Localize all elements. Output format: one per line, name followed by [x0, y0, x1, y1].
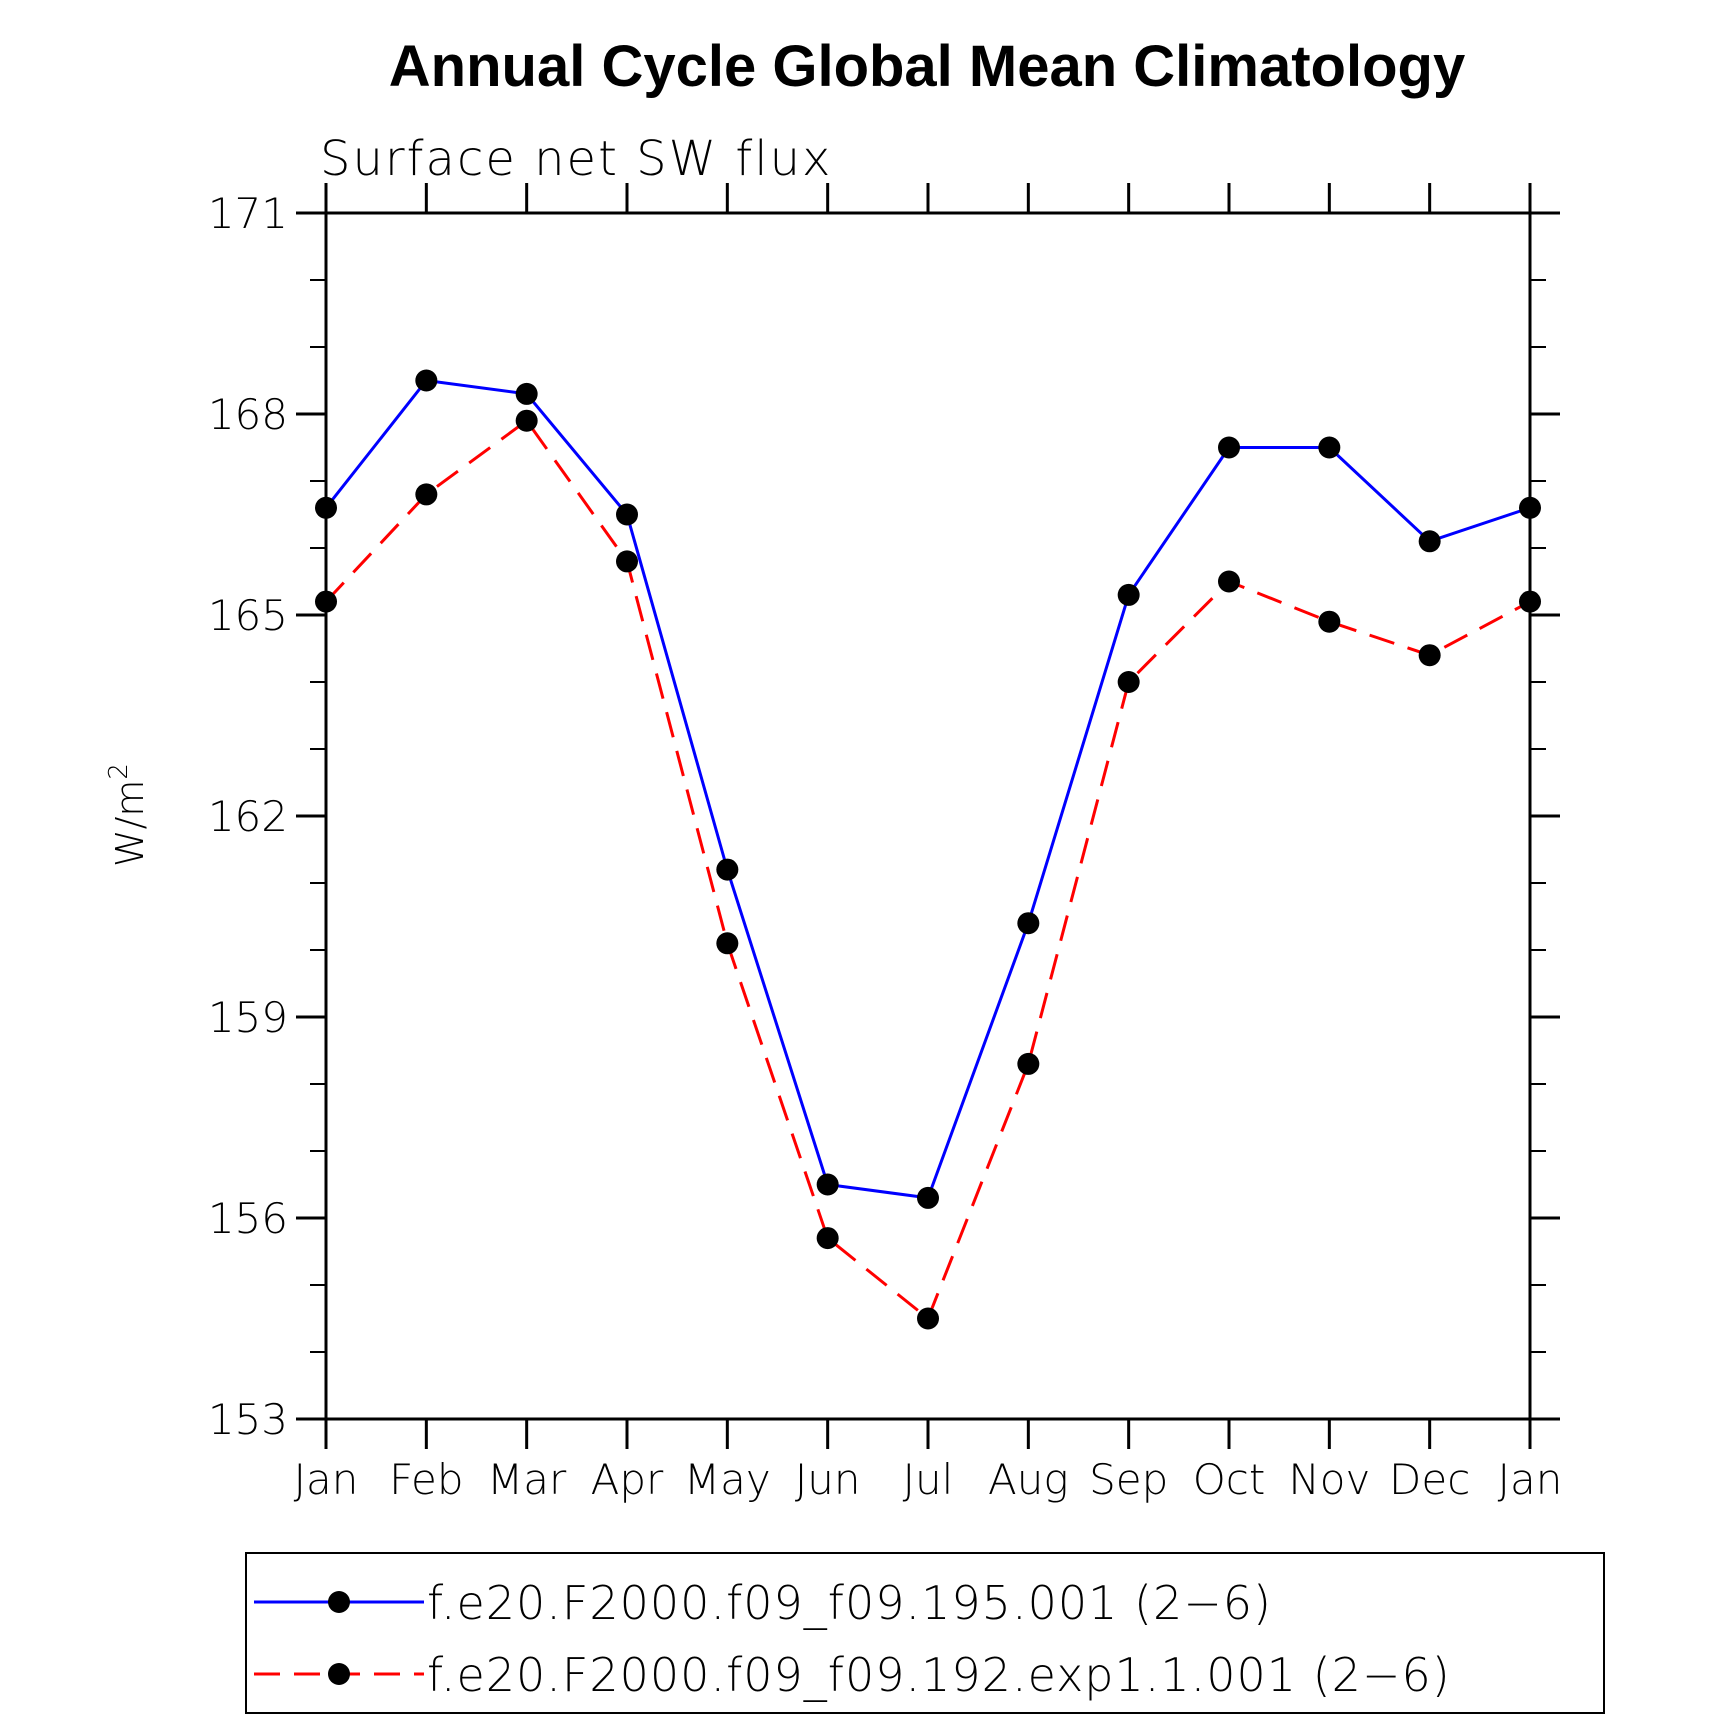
chart-subtitle: Surface net SW flux — [320, 131, 832, 187]
series-1-point — [716, 858, 739, 881]
x-tick-label: May — [684, 1455, 771, 1504]
series-1-point — [1519, 496, 1541, 519]
y-tick-label: 153 — [208, 1395, 288, 1444]
axes: 153 156 159 162 165 168 171 Jan Feb Mar Apr May Jun J… — [208, 183, 1563, 1504]
series-2-point — [816, 1227, 839, 1250]
series-1-point — [816, 1173, 839, 1196]
series-line-1 — [324, 378, 1531, 1200]
legend-marker-2 — [328, 1663, 350, 1685]
series-group — [315, 369, 1541, 1330]
series-2-point — [315, 590, 337, 613]
legend-box — [245, 1552, 1605, 1714]
series-1-point — [1218, 436, 1240, 459]
series-1-point — [415, 369, 438, 392]
legend-label-2: f.e20.F2000.f09_f09.192.exp1.1.001 (2−6) — [427, 1648, 1451, 1702]
x-tick-label: Oct — [1193, 1455, 1266, 1504]
y-tick-label: 168 — [208, 390, 288, 439]
x-tick-label: Dec — [1389, 1455, 1470, 1504]
x-tick-label: Feb — [389, 1455, 463, 1504]
series-1-point — [616, 503, 638, 526]
y-tick-label: 159 — [208, 993, 288, 1042]
series-line-2 — [324, 418, 1531, 1321]
x-tick-label: Nov — [1288, 1455, 1370, 1504]
y-axis-label-unit: W/m — [108, 780, 152, 867]
chart-title: Annual Cycle Global Mean Climatology — [389, 34, 1465, 99]
plot-frame — [324, 211, 1532, 1421]
series-2-point — [415, 483, 438, 506]
x-tick-label: Mar — [487, 1455, 567, 1504]
x-tick-label: Jan — [294, 1455, 359, 1504]
legend-label-1: f.e20.F2000.f09_f09.195.001 (2−6) — [427, 1576, 1272, 1630]
series-1-point — [917, 1186, 939, 1209]
series-2-point — [917, 1307, 939, 1330]
y-tick-label: 156 — [208, 1194, 288, 1243]
series-1-point — [1117, 583, 1140, 606]
x-tick-label: Jun — [795, 1455, 861, 1504]
legend: f.e20.F2000.f09_f09.195.001 (2−6) f.e20.F… — [245, 1552, 1605, 1714]
x-tick-label: Sep — [1089, 1455, 1168, 1504]
series-1-point — [515, 382, 538, 405]
y-tick-label: 162 — [208, 792, 288, 841]
series-1-point — [1318, 436, 1341, 459]
series-2-point — [1017, 1052, 1040, 1075]
series-2-point — [1418, 644, 1441, 667]
y-axis-label: W/m2 — [104, 763, 152, 867]
y-axis-label-exponent: 2 — [104, 763, 134, 780]
x-tick-label: Apr — [591, 1455, 664, 1504]
series-1-point — [1418, 530, 1441, 553]
series-2-point — [1117, 671, 1140, 693]
legend-marker-1 — [328, 1591, 350, 1613]
series-1-point — [1017, 912, 1040, 935]
series-2-point — [515, 409, 538, 432]
series-2-point — [1218, 570, 1240, 593]
series-2-point — [1519, 590, 1541, 613]
x-tick-label: Jul — [903, 1455, 954, 1504]
y-tick-label: 171 — [208, 189, 288, 238]
series-1-point — [315, 496, 337, 519]
x-tick-label: Aug — [988, 1455, 1069, 1504]
series-2-point — [1318, 610, 1341, 633]
y-tick-label: 165 — [208, 591, 288, 640]
series-2-point — [616, 550, 638, 573]
series-2-point — [716, 932, 739, 955]
x-tick-label: Jan — [1498, 1455, 1563, 1504]
